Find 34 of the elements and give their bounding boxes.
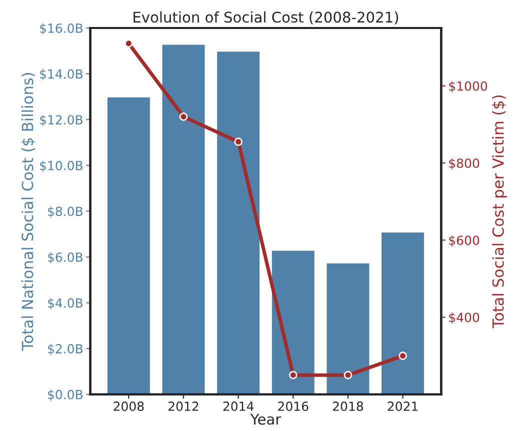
- y-tick-label: $0.0B: [48, 390, 82, 401]
- y2-tick-label: $1000: [449, 81, 488, 92]
- x-tick-label: 2008: [114, 402, 144, 411]
- chart-title: Evolution of Social Cost (2008-2021): [134, 11, 398, 24]
- y-axis-title: Total National Social Cost ($ Billions): [21, 73, 36, 351]
- point: [344, 370, 352, 380]
- bar: [325, 262, 371, 394]
- y-tick-label: $8.0B: [48, 206, 82, 218]
- bar: [270, 249, 316, 394]
- point: [288, 370, 298, 380]
- x-axis-title: Year: [250, 414, 282, 425]
- bar: [216, 50, 261, 394]
- y-tick-label: $6.0B: [48, 252, 82, 264]
- bar: [380, 231, 426, 394]
- x-tick-label: 2012: [168, 402, 198, 411]
- y-tick-label: $2.0B: [48, 344, 82, 356]
- x-tick-label: 2018: [332, 402, 364, 411]
- bar: [106, 96, 152, 394]
- y-tick-label: $10.0B: [40, 160, 82, 172]
- point: [234, 138, 242, 146]
- point: [398, 352, 407, 360]
- y2-tick-label: $800: [449, 158, 480, 170]
- y-tick-label: $14.0B: [40, 69, 82, 80]
- x-tick-label: 2016: [278, 402, 308, 411]
- y-tick-label: $4.0B: [48, 298, 82, 310]
- y2-tick-label: $400: [449, 312, 480, 324]
- point: [179, 112, 188, 121]
- y2-axis-title: Total Social Cost per Victim ($): [492, 95, 507, 328]
- y-tick-label: $12.0B: [40, 114, 82, 126]
- y-tick-label: $16.0B: [40, 23, 82, 35]
- bar: [160, 43, 206, 394]
- x-tick-label: 2021: [388, 402, 418, 411]
- x-tick-label: 2014: [223, 402, 254, 411]
- y2-tick-label: $600: [449, 235, 480, 247]
